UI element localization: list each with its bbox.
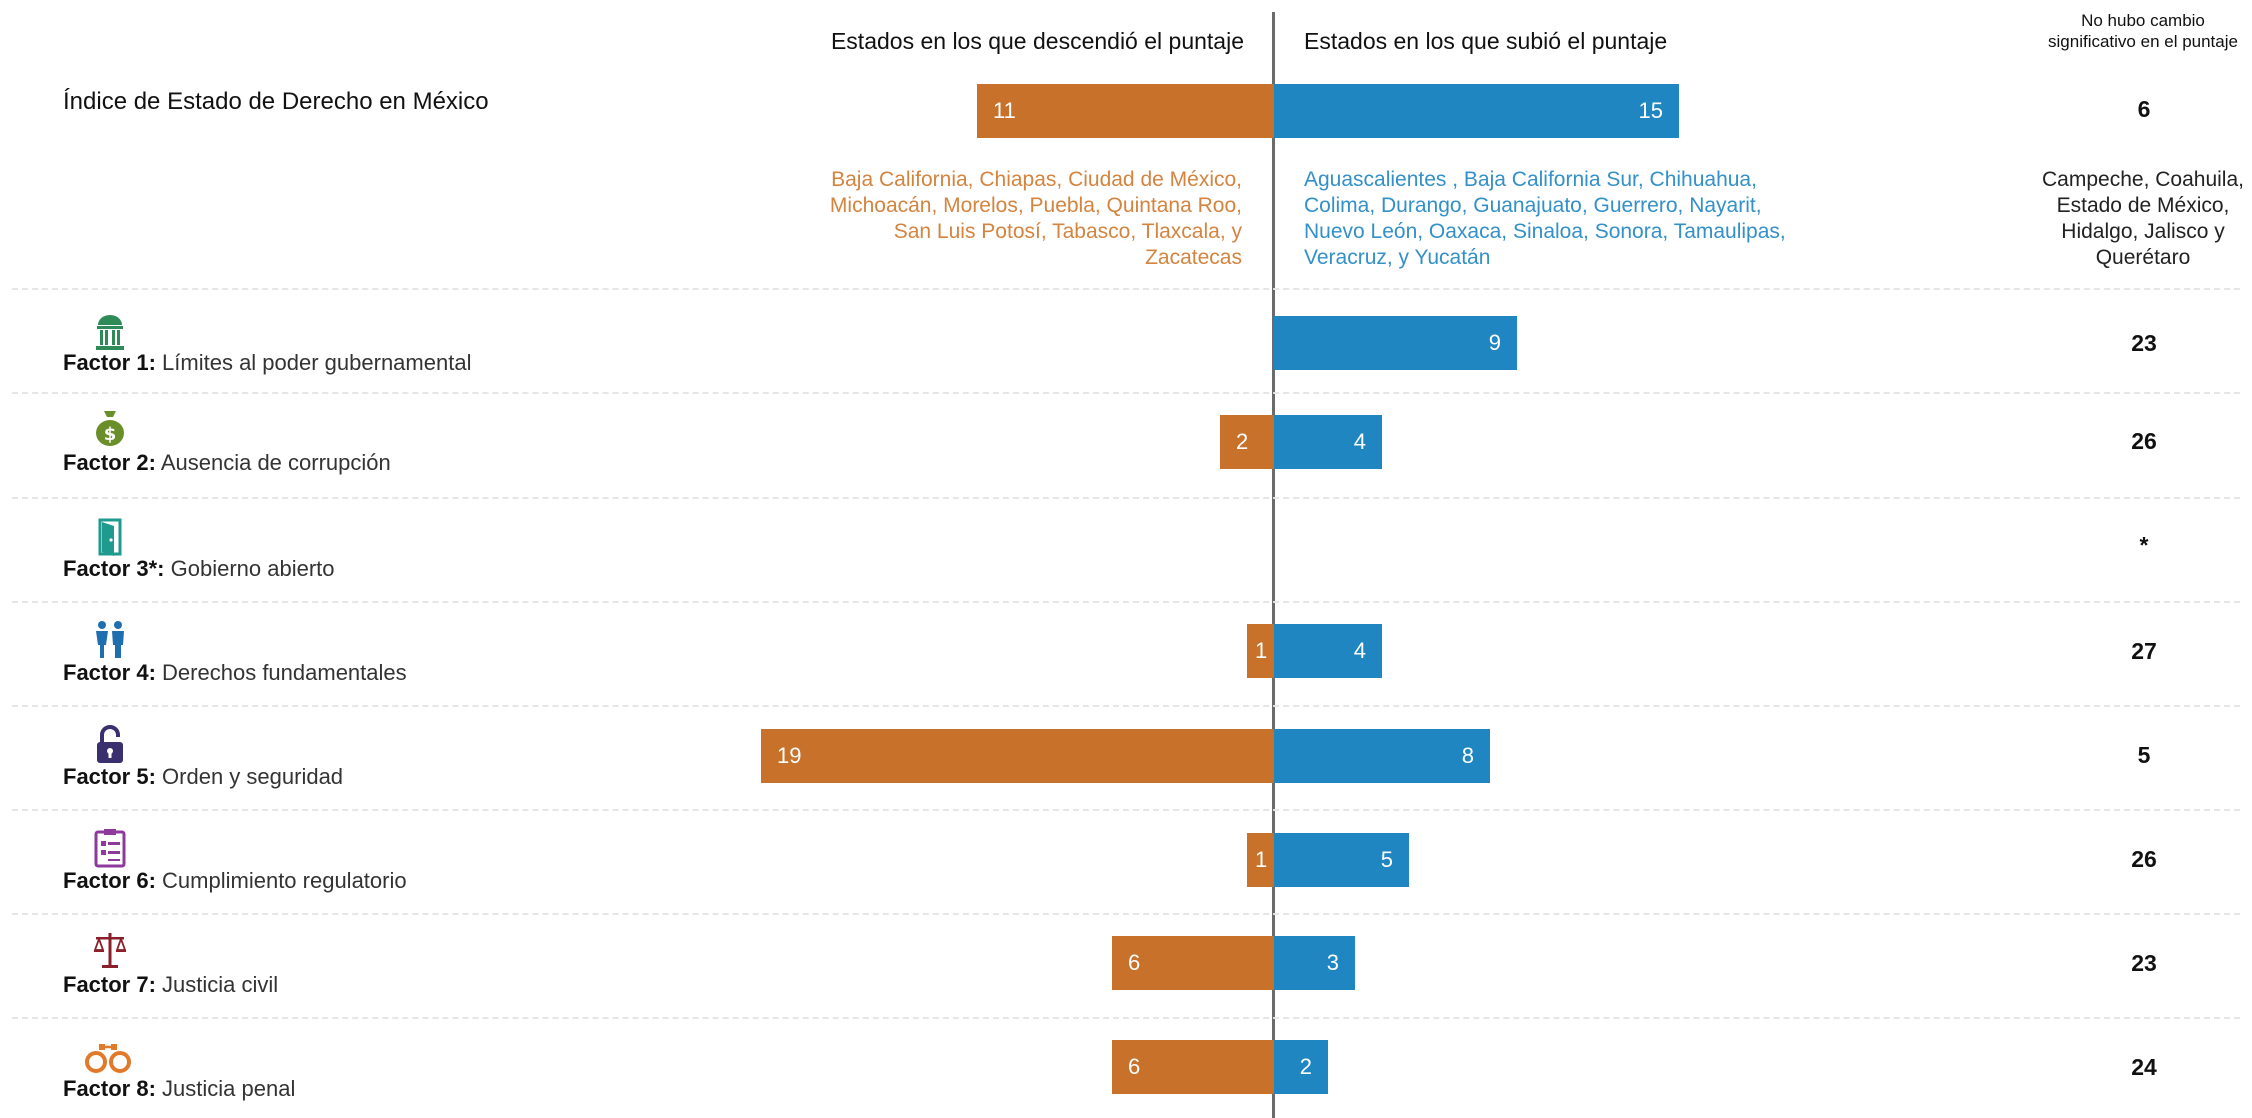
index-bar-up: 15 xyxy=(1274,84,1679,138)
factor-6-bar-up-label: 5 xyxy=(1380,847,1393,872)
factor-7-bar-down: 6 xyxy=(1112,936,1274,990)
states-no-change-list: Campeche, Coahuila, Estado de México, Hi… xyxy=(2042,168,2244,269)
index-no-change-value: 6 xyxy=(2137,96,2151,122)
factor-8-bar-up: 2 xyxy=(1274,1040,1328,1094)
factor-2-bar-down: 2 xyxy=(1220,415,1274,469)
row-separator xyxy=(12,601,2240,603)
factor-4-no-change-value: 27 xyxy=(2131,638,2157,664)
factor-6-bar-up: 5 xyxy=(1274,833,1409,887)
factor-1-bar-up: 9 xyxy=(1274,316,1517,370)
factor-6-bar-down-label: 1 xyxy=(1255,847,1268,872)
factor-5-no-change-value: 5 xyxy=(2137,742,2151,768)
factor-4-bar-up: 4 xyxy=(1274,624,1382,678)
factor-6-no-change-value: 26 xyxy=(2131,846,2157,872)
factor-4-bar-down-label: 1 xyxy=(1255,638,1268,663)
factor-5-bar-up: 8 xyxy=(1274,729,1490,783)
padlock-icon xyxy=(97,725,123,763)
header-up: Estados en los que subió el puntaje xyxy=(1304,28,1668,54)
center-axis xyxy=(1272,12,1275,1118)
factor-7-bar-down-label: 6 xyxy=(1128,950,1141,975)
factor-5-bar-up-label: 8 xyxy=(1461,743,1474,768)
index-label: Índice de Estado de Derecho en México xyxy=(63,88,489,115)
open-door-icon xyxy=(98,518,122,556)
clipboard-icon xyxy=(94,829,126,868)
states-down-list: Baja California, Chiapas, Ciudad de Méxi… xyxy=(829,168,1242,269)
factor-3-label: Factor 3*: Gobierno abierto xyxy=(63,556,335,581)
factor-7-label: Factor 7: Justicia civil xyxy=(63,972,279,997)
factor-2-label: Factor 2: Ausencia de corrupción xyxy=(63,450,391,475)
factor-3-no-change-value: * xyxy=(2139,532,2149,558)
header-no-change: No hubo cambio significativo en el punta… xyxy=(2048,11,2238,51)
factor-4-bar-up-label: 4 xyxy=(1353,638,1366,663)
row-separator xyxy=(12,1017,2240,1019)
row-separator xyxy=(12,288,2240,290)
factor-2-bar-up: 4 xyxy=(1274,415,1382,469)
handcuffs-icon xyxy=(85,1044,131,1073)
government-building-icon xyxy=(96,315,124,350)
factor-7-bar-up: 3 xyxy=(1274,936,1355,990)
factor-5-bar-down: 19 xyxy=(761,729,1274,783)
money-bag-icon: $ xyxy=(96,411,124,446)
factor-1-label: Factor 1: Límites al poder gubernamental xyxy=(63,350,472,375)
row-separator xyxy=(12,913,2240,915)
index-bar-down: 11 xyxy=(977,84,1274,138)
factor-1-no-change-value: 23 xyxy=(2131,330,2157,356)
factor-8-bar-up-label: 2 xyxy=(1299,1054,1312,1079)
factor-6-label: Factor 6: Cumplimiento regulatorio xyxy=(63,868,407,893)
row-separator xyxy=(12,497,2240,499)
factor-8-bar-down-label: 6 xyxy=(1128,1054,1141,1079)
row-separator xyxy=(12,392,2240,394)
index-bar-down-label: 11 xyxy=(993,98,1016,123)
factor-7-bar-up-label: 3 xyxy=(1326,950,1339,975)
factor-2-no-change-value: 26 xyxy=(2131,428,2157,454)
factor-5-bar-down-label: 19 xyxy=(777,743,802,768)
people-icon xyxy=(96,621,124,658)
svg-text:$: $ xyxy=(104,424,117,445)
factor-7-no-change-value: 23 xyxy=(2131,950,2157,976)
factor-4-label: Factor 4: Derechos fundamentales xyxy=(63,660,407,685)
scales-icon xyxy=(93,933,127,968)
factor-8-label: Factor 8: Justicia penal xyxy=(63,1076,296,1101)
factor-2-bar-up-label: 4 xyxy=(1353,429,1366,454)
factor-5-label: Factor 5: Orden y seguridad xyxy=(63,764,344,789)
factor-4-bar-down: 1 xyxy=(1247,624,1274,678)
factor-8-bar-down: 6 xyxy=(1112,1040,1274,1094)
factor-6-bar-down: 1 xyxy=(1247,833,1274,887)
factor-1-bar-up-label: 9 xyxy=(1488,330,1501,355)
row-separator xyxy=(12,705,2240,707)
factor-2-bar-down-label: 2 xyxy=(1236,429,1249,454)
header-down: Estados en los que descendió el puntaje xyxy=(830,28,1244,54)
row-separator xyxy=(12,809,2240,811)
index-bar-up-label: 15 xyxy=(1638,98,1663,123)
states-up-list: Aguascalientes , Baja California Sur, Ch… xyxy=(1304,168,1786,269)
factor-8-no-change-value: 24 xyxy=(2131,1054,2157,1080)
